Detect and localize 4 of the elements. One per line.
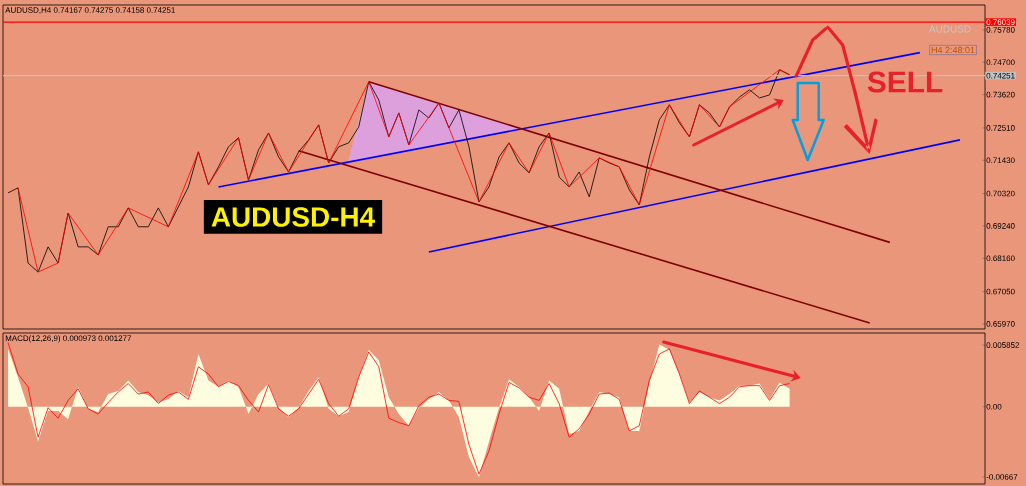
annotation: H4 2:48:01 xyxy=(931,46,975,54)
annotation: AUDUSD-H4 xyxy=(211,207,375,227)
annotation: SELL xyxy=(867,71,943,93)
annotation: AUDUSD xyxy=(928,25,971,33)
